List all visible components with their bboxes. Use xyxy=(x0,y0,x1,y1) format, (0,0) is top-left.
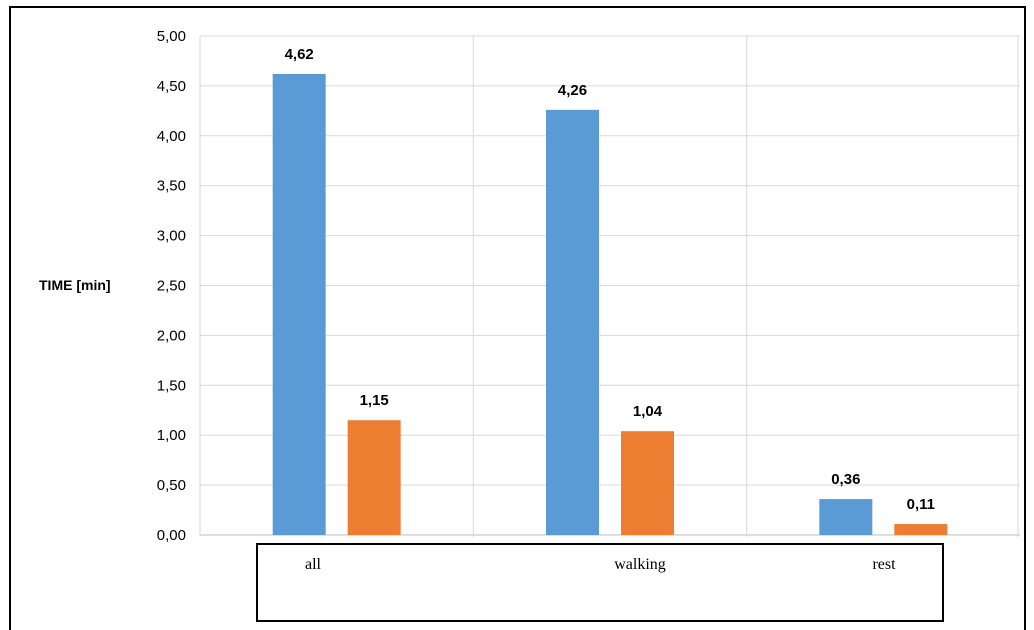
bar xyxy=(621,431,674,535)
bar xyxy=(546,109,599,536)
data-label: 4,62 xyxy=(285,46,314,63)
bar xyxy=(894,524,948,535)
y-tick-label: 0,00 xyxy=(157,527,186,544)
data-label: 0,36 xyxy=(831,471,860,488)
data-label: 1,04 xyxy=(633,403,663,420)
y-tick-label: 1,00 xyxy=(157,427,186,444)
data-label: 0,11 xyxy=(907,496,935,513)
bar xyxy=(272,73,326,535)
y-tick-label: 0,50 xyxy=(157,477,186,494)
x-category-label: rest xyxy=(872,556,896,573)
y-tick-label: 3,00 xyxy=(157,228,186,245)
category-label-box xyxy=(256,543,944,622)
y-tick-label: 3,50 xyxy=(157,178,186,195)
y-tick-label: 2,00 xyxy=(157,327,186,344)
bar xyxy=(347,420,401,535)
y-tick-label: 2,50 xyxy=(157,278,186,295)
data-label: 4,26 xyxy=(558,82,587,99)
y-axis-title: TIME [min] xyxy=(39,277,111,293)
data-label: 1,15 xyxy=(360,392,389,409)
y-tick-label: 4,50 xyxy=(157,78,186,95)
y-tick-label: 5,00 xyxy=(157,28,186,45)
x-category-label: walking xyxy=(614,556,666,573)
bar xyxy=(819,499,873,535)
y-tick-label: 4,00 xyxy=(157,128,186,145)
y-tick-label: 1,50 xyxy=(157,377,186,394)
x-category-label: all xyxy=(305,556,321,573)
